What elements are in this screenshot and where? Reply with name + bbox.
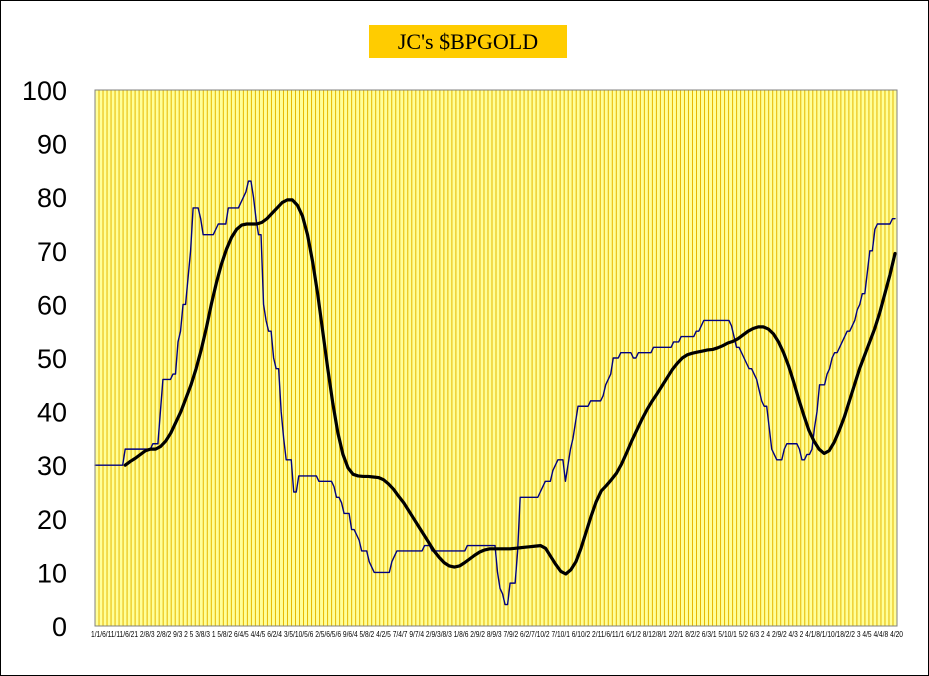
y-tick-label: 70 bbox=[37, 237, 67, 267]
y-tick-label: 0 bbox=[52, 612, 67, 642]
y-tick-label: 10 bbox=[37, 558, 67, 588]
plot-border bbox=[94, 89, 898, 627]
y-tick-label: 40 bbox=[37, 398, 67, 428]
x-tick-labels: 1/1/6/11/11/6/21 2/8/3 2/8/2 9/3 2 5 3/8… bbox=[91, 630, 903, 639]
chart-title: JC's $BPGOLD bbox=[369, 25, 567, 58]
y-tick-label: 50 bbox=[37, 344, 67, 374]
smoothed-series-line bbox=[123, 198, 897, 576]
y-tick-label: 100 bbox=[22, 76, 67, 106]
y-tick-label: 20 bbox=[37, 505, 67, 535]
y-tick-label: 80 bbox=[37, 183, 67, 213]
y-tick-label: 60 bbox=[37, 290, 67, 320]
y-tick-label: 30 bbox=[37, 451, 67, 481]
raw-series-line bbox=[94, 180, 896, 606]
y-tick-label: 90 bbox=[37, 130, 67, 160]
